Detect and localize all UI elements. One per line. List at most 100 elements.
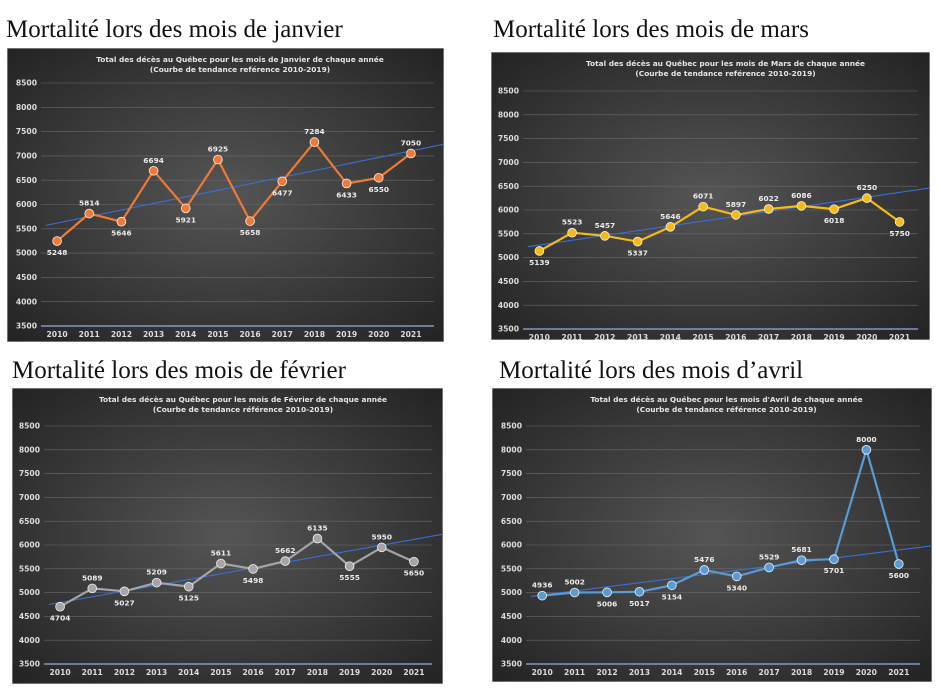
data-point — [373, 172, 384, 183]
data-label: 5662 — [275, 546, 296, 555]
x-tick-label: 2011 — [564, 668, 585, 677]
y-tick-label: 7000 — [501, 493, 522, 502]
y-tick-label: 4500 — [19, 612, 40, 621]
y-tick-label: 7500 — [16, 127, 37, 136]
data-point — [84, 208, 95, 219]
data-point — [277, 176, 288, 187]
data-label: 6477 — [272, 188, 293, 197]
x-tick-label: 2013 — [146, 668, 167, 677]
data-label: 5701 — [824, 566, 845, 575]
x-tick-label: 2017 — [758, 333, 779, 340]
data-point — [245, 216, 255, 226]
data-label: 5555 — [339, 573, 360, 582]
y-tick-label: 6000 — [19, 541, 40, 550]
x-tick-label: 2010 — [529, 333, 550, 340]
chart-panel-january: Total des décès au Québec pour les mois … — [7, 48, 444, 342]
heading-march: Mortalité lors des mois de mars — [493, 16, 809, 43]
data-label: 5650 — [404, 569, 425, 578]
series-line — [538, 197, 901, 252]
x-tick-label: 2020 — [856, 668, 877, 677]
data-point — [567, 227, 577, 238]
data-label: 5600 — [889, 571, 910, 580]
data-point — [894, 217, 905, 227]
data-label: 5337 — [627, 249, 648, 258]
data-label: 5457 — [595, 221, 616, 230]
x-tick-label: 2018 — [791, 333, 812, 340]
data-point — [861, 444, 872, 455]
data-point — [148, 165, 159, 176]
data-label: 6071 — [693, 192, 714, 201]
y-tick-label: 5500 — [19, 564, 40, 573]
y-tick-label: 4000 — [19, 636, 40, 645]
y-tick-label: 3500 — [19, 660, 40, 669]
y-tick-label: 5500 — [501, 564, 522, 573]
y-tick-label: 8000 — [16, 103, 37, 112]
data-point — [796, 555, 807, 565]
y-tick-label: 4000 — [16, 297, 37, 306]
y-tick-label: 7000 — [16, 152, 37, 161]
data-point — [52, 236, 62, 246]
x-tick-label: 2011 — [79, 330, 100, 339]
y-tick-label: 8500 — [498, 87, 519, 96]
data-label: 7050 — [401, 138, 422, 147]
data-point — [634, 586, 645, 597]
data-label: 5340 — [726, 583, 747, 592]
data-point — [569, 587, 580, 598]
data-label: 5248 — [47, 248, 68, 257]
chart-background — [492, 388, 932, 682]
chart-background — [12, 388, 443, 684]
data-label: 5921 — [175, 215, 196, 224]
data-point — [248, 564, 258, 574]
x-tick-label: 2010 — [532, 668, 553, 677]
data-label: 5089 — [82, 573, 103, 582]
data-point — [731, 210, 741, 220]
x-tick-label: 2018 — [307, 668, 328, 677]
chart-title: Total des décès au Québec pour les mois … — [99, 395, 387, 404]
data-label: 6694 — [143, 156, 164, 165]
data-point — [87, 583, 98, 594]
data-label: 5814 — [79, 199, 100, 208]
chart-panel-april: Total des décès au Québec pour les mois … — [492, 388, 932, 682]
x-tick-label: 2021 — [889, 333, 910, 340]
heading-january: Mortalité lors des mois de janvier — [6, 16, 343, 43]
y-tick-label: 4500 — [498, 277, 519, 286]
data-point — [280, 556, 291, 566]
y-tick-label: 7500 — [19, 469, 40, 478]
data-point — [602, 587, 612, 598]
x-tick-label: 2015 — [210, 668, 231, 677]
data-point — [309, 137, 320, 147]
series-line — [542, 448, 900, 597]
data-point — [119, 586, 130, 597]
x-tick-label: 2012 — [111, 330, 132, 339]
y-tick-label: 5500 — [16, 224, 37, 233]
chart-background — [491, 52, 930, 340]
y-tick-label: 8500 — [16, 79, 37, 88]
trend-line — [45, 143, 444, 226]
data-point — [600, 231, 610, 241]
data-label: 4704 — [50, 614, 71, 623]
x-tick-label: 2016 — [726, 668, 747, 677]
y-tick-label: 7000 — [19, 493, 40, 502]
chart-panel-february: Total des décès au Québec pour les mois … — [12, 388, 443, 684]
data-point — [116, 216, 127, 227]
data-point — [763, 204, 774, 214]
y-tick-label: 8000 — [501, 445, 522, 454]
data-label: 5154 — [662, 592, 683, 601]
data-label: 5523 — [562, 218, 583, 227]
data-label: 6550 — [368, 185, 389, 194]
y-tick-label: 5500 — [498, 229, 519, 238]
x-tick-label: 2013 — [627, 333, 648, 340]
y-tick-label: 8500 — [501, 422, 522, 431]
x-tick-label: 2016 — [725, 333, 746, 340]
data-label: 5006 — [597, 599, 618, 608]
x-tick-label: 2015 — [694, 668, 715, 677]
x-tick-label: 2011 — [562, 333, 583, 340]
y-tick-label: 8000 — [498, 110, 519, 119]
data-label: 5002 — [564, 578, 585, 587]
y-tick-label: 6000 — [501, 541, 522, 550]
chart-title: Total des décès au Québec pour les mois … — [586, 59, 865, 68]
chart-background — [7, 48, 444, 342]
y-tick-label: 6500 — [498, 182, 519, 191]
data-point — [183, 581, 194, 592]
data-label: 6018 — [824, 216, 845, 225]
